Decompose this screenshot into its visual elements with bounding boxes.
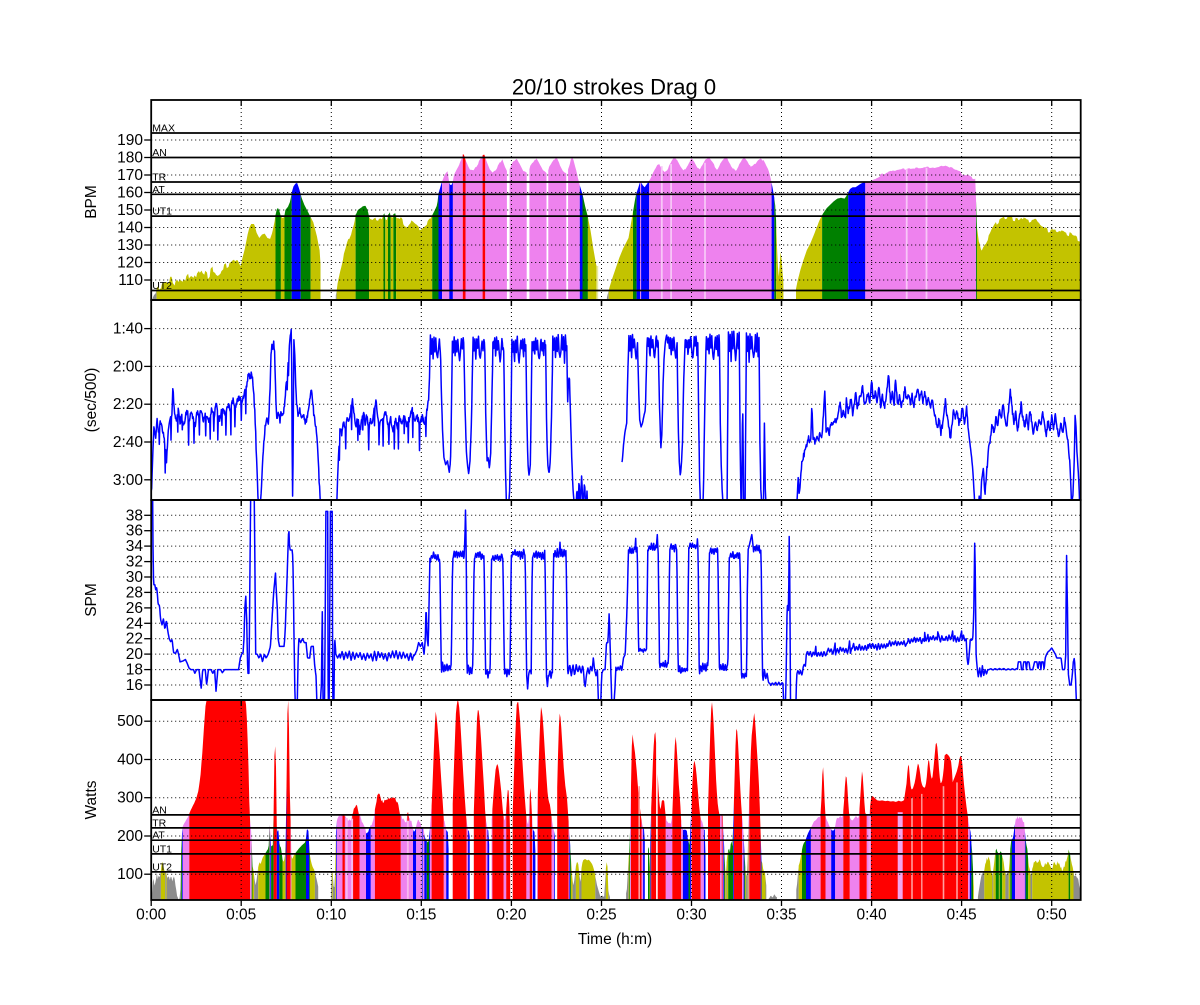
svg-text:180: 180 <box>117 150 143 167</box>
svg-text:120: 120 <box>117 255 143 272</box>
svg-text:20/10 strokes Drag 0: 20/10 strokes Drag 0 <box>512 75 716 100</box>
svg-text:160: 160 <box>117 185 143 202</box>
svg-text:0:10: 0:10 <box>316 907 347 924</box>
svg-text:2:00: 2:00 <box>113 358 144 375</box>
svg-text:16: 16 <box>126 677 143 694</box>
svg-text:2:40: 2:40 <box>113 434 144 451</box>
svg-text:TR: TR <box>152 172 166 184</box>
svg-text:0:00: 0:00 <box>136 907 167 924</box>
svg-text:(sec/500): (sec/500) <box>83 368 100 433</box>
svg-text:0:40: 0:40 <box>857 907 888 924</box>
svg-text:26: 26 <box>126 600 143 617</box>
svg-text:140: 140 <box>117 220 143 237</box>
svg-text:UT2: UT2 <box>152 280 172 292</box>
svg-text:0:25: 0:25 <box>586 907 616 924</box>
svg-text:500: 500 <box>117 713 143 730</box>
svg-text:32: 32 <box>126 554 143 571</box>
svg-text:190: 190 <box>117 132 143 149</box>
svg-text:24: 24 <box>126 615 144 632</box>
svg-text:Time (h:m): Time (h:m) <box>578 931 652 948</box>
svg-text:18: 18 <box>126 662 143 679</box>
svg-text:BPM: BPM <box>83 185 100 219</box>
svg-text:SPM: SPM <box>83 583 100 617</box>
svg-text:200: 200 <box>117 828 143 845</box>
svg-text:28: 28 <box>126 584 143 601</box>
svg-text:AT: AT <box>152 184 165 196</box>
svg-text:UT2: UT2 <box>152 861 172 873</box>
svg-text:300: 300 <box>117 790 143 807</box>
svg-text:TR: TR <box>152 817 166 829</box>
svg-text:0:15: 0:15 <box>406 907 436 924</box>
svg-text:UT1: UT1 <box>152 843 172 855</box>
svg-text:0:05: 0:05 <box>226 907 256 924</box>
svg-text:UT1: UT1 <box>152 206 172 218</box>
svg-text:0:20: 0:20 <box>496 907 527 924</box>
svg-text:400: 400 <box>117 752 143 769</box>
svg-text:0:45: 0:45 <box>947 907 977 924</box>
svg-text:22: 22 <box>126 631 143 648</box>
svg-text:3:00: 3:00 <box>113 472 144 489</box>
svg-text:100: 100 <box>117 866 143 883</box>
svg-text:110: 110 <box>118 272 143 289</box>
svg-text:AN: AN <box>152 147 167 159</box>
svg-text:MAX: MAX <box>152 123 175 135</box>
svg-text:36: 36 <box>126 523 143 540</box>
svg-text:2:20: 2:20 <box>113 396 144 413</box>
svg-text:Watts: Watts <box>83 780 100 819</box>
svg-text:150: 150 <box>117 202 143 219</box>
svg-text:34: 34 <box>126 538 144 555</box>
svg-text:AT: AT <box>152 830 165 842</box>
svg-text:130: 130 <box>117 237 143 254</box>
svg-text:170: 170 <box>117 167 143 184</box>
svg-text:0:30: 0:30 <box>676 907 707 924</box>
svg-text:38: 38 <box>126 507 143 524</box>
svg-text:30: 30 <box>126 569 144 586</box>
svg-text:AN: AN <box>152 804 167 816</box>
svg-text:0:35: 0:35 <box>766 907 796 924</box>
svg-text:20: 20 <box>126 646 144 663</box>
svg-text:0:50: 0:50 <box>1037 907 1068 924</box>
svg-text:1:40: 1:40 <box>113 321 144 338</box>
